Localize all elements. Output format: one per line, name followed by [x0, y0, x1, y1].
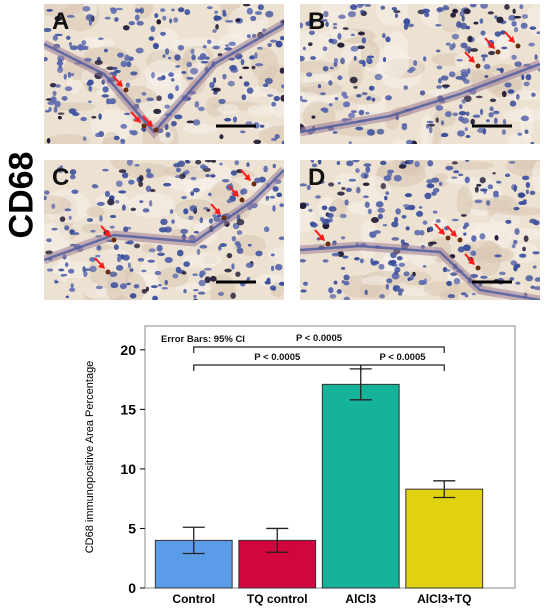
- x-tick-label: TQ control: [247, 592, 308, 606]
- micrograph-image: [44, 160, 284, 300]
- micrograph-panel-a: A: [44, 4, 284, 144]
- y-tick-label: 15: [120, 401, 136, 417]
- panel-letter-b: B: [308, 8, 326, 35]
- bar: [405, 488, 484, 589]
- y-axis-label: CD68 immunopositive Area Percentage: [84, 361, 96, 554]
- significance-label: P < 0.0005: [379, 352, 426, 363]
- significance-label: P < 0.0005: [254, 352, 301, 363]
- micrograph-panel-d: D: [300, 160, 540, 300]
- bar: [321, 383, 400, 589]
- y-tick-label: 10: [120, 461, 136, 477]
- micrograph-image: [300, 160, 540, 300]
- panel-letter-c: C: [52, 164, 70, 191]
- stain-label-text: CD68: [2, 151, 41, 239]
- significance-bracket: [193, 346, 445, 353]
- x-tick-label: Control: [172, 592, 215, 606]
- error-bars-annotation: Error Bars: 95% CI: [161, 334, 245, 345]
- panel-letter-a: A: [52, 8, 70, 35]
- bar-chart: 0 5 10 15 20 CD68 immunopositive Area Percent…: [0, 320, 550, 607]
- micrograph-panel-c: C: [44, 160, 284, 300]
- y-tick-label: 0: [128, 580, 136, 596]
- y-tick-label: 20: [120, 342, 136, 358]
- stain-label: CD68: [2, 140, 42, 250]
- panel-letter-d: D: [308, 164, 326, 191]
- x-tick-label: AlCl3+TQ: [417, 592, 471, 606]
- y-tick-label: 5: [128, 520, 136, 536]
- significance-bracket: [360, 364, 445, 371]
- significance-label: P < 0.0005: [296, 333, 343, 344]
- bar-chart-svg: 0 5 10 15 20 CD68 immunopositive Area Percent…: [84, 325, 516, 606]
- micrograph-image: [300, 4, 540, 144]
- micrograph-panel-b: B: [300, 4, 540, 144]
- micrograph-image: [44, 4, 284, 144]
- x-tick-label: AlCl3: [345, 592, 376, 606]
